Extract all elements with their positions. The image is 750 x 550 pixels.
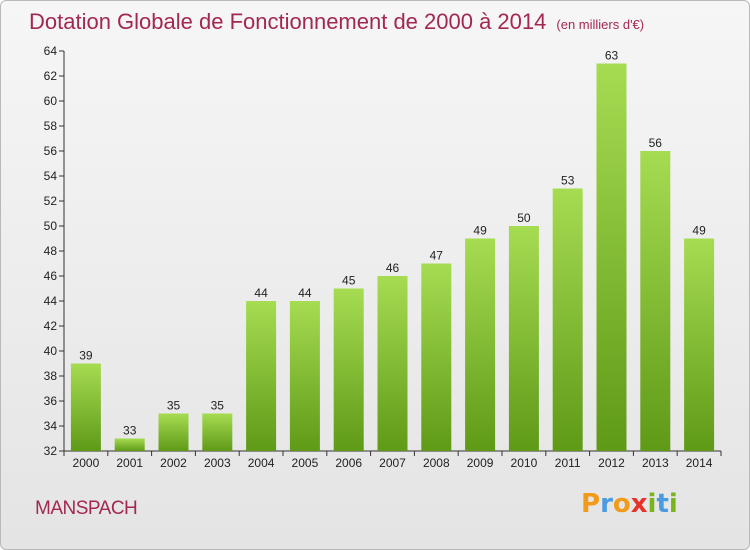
x-tick-label: 2013 xyxy=(642,456,669,470)
value-label: 35 xyxy=(211,399,225,413)
proxiti-logo[interactable]: Proxiti xyxy=(581,489,678,519)
y-tick: 58 xyxy=(44,119,64,133)
bar-2003 xyxy=(202,413,233,451)
value-label: 56 xyxy=(649,136,663,150)
bar-2001 xyxy=(114,438,145,451)
y-tick-label: 42 xyxy=(44,319,58,333)
y-tick: 50 xyxy=(44,219,64,233)
y-tick-label: 50 xyxy=(44,219,58,233)
y-tick: 40 xyxy=(44,344,64,358)
chart-title-text: Dotation Globale de Fonctionnement de 20… xyxy=(29,9,547,34)
y-tick: 46 xyxy=(44,269,64,283)
x-tick-label: 2012 xyxy=(598,456,625,470)
x-tick-label: 2009 xyxy=(467,456,494,470)
bar-2013 xyxy=(640,151,671,451)
y-tick-label: 62 xyxy=(44,69,58,83)
logo-letter: o xyxy=(612,489,631,519)
chart-title: Dotation Globale de Fonctionnement de 20… xyxy=(29,9,644,35)
x-tick-label: 2003 xyxy=(204,456,231,470)
chart-unit: (en milliers d'€) xyxy=(556,17,645,32)
y-tick-label: 46 xyxy=(44,269,58,283)
y-tick: 36 xyxy=(44,394,64,408)
bar-2005 xyxy=(289,301,320,451)
y-tick-label: 58 xyxy=(44,119,58,133)
x-tick-label: 2004 xyxy=(248,456,275,470)
x-tick-label: 2014 xyxy=(686,456,713,470)
value-label: 45 xyxy=(342,274,356,288)
bar-2008 xyxy=(421,263,452,451)
y-tick: 42 xyxy=(44,319,64,333)
y-tick-label: 38 xyxy=(44,369,58,383)
x-tick-label: 2002 xyxy=(160,456,187,470)
y-tick: 34 xyxy=(44,419,64,433)
y-tick: 56 xyxy=(44,144,64,158)
y-tick: 62 xyxy=(44,69,64,83)
bar-2012 xyxy=(596,63,627,451)
x-tick-label: 2008 xyxy=(423,456,450,470)
axes: 32 34 36 38 40 42 44 46 48 50 52 54 56 58 60 62 64 2000 20… xyxy=(44,44,722,470)
y-tick: 54 xyxy=(44,169,64,183)
bar-2009 xyxy=(465,238,496,451)
bar-2004 xyxy=(246,301,277,451)
x-tick-label: 2010 xyxy=(511,456,538,470)
x-tick-label: 2000 xyxy=(73,456,100,470)
value-label: 53 xyxy=(561,174,575,188)
y-tick: 48 xyxy=(44,244,64,258)
bar-2011 xyxy=(552,188,583,451)
bar-2006 xyxy=(333,288,364,451)
y-tick-label: 32 xyxy=(44,444,58,458)
y-tick-label: 52 xyxy=(44,194,58,208)
value-label: 63 xyxy=(605,49,619,63)
bar-2014 xyxy=(684,238,715,451)
bars xyxy=(70,63,715,451)
y-tick: 64 xyxy=(44,44,64,58)
y-tick: 38 xyxy=(44,369,64,383)
value-label: 35 xyxy=(167,399,181,413)
y-tick: 60 xyxy=(44,94,64,108)
y-tick-label: 34 xyxy=(44,419,58,433)
logo-letter: i xyxy=(647,489,657,519)
value-label: 44 xyxy=(254,286,268,300)
x-tick-label: 2001 xyxy=(116,456,143,470)
value-label: 50 xyxy=(517,211,531,225)
x-tick-label: 2006 xyxy=(335,456,362,470)
logo-letter: r xyxy=(600,489,613,519)
logo-letter: x xyxy=(630,489,648,519)
y-tick-label: 36 xyxy=(44,394,58,408)
value-label: 47 xyxy=(430,249,444,263)
logo-letter: P xyxy=(581,489,601,519)
y-tick-label: 48 xyxy=(44,244,58,258)
logo-letter: t xyxy=(656,489,669,519)
y-tick-label: 40 xyxy=(44,344,58,358)
y-tick: 44 xyxy=(44,294,64,308)
value-label: 49 xyxy=(473,224,487,238)
x-tick-label: 2011 xyxy=(555,456,581,470)
y-tick: 52 xyxy=(44,194,64,208)
x-tick-label: 2007 xyxy=(379,456,406,470)
y-tick: 32 xyxy=(44,444,64,458)
bar-2000 xyxy=(70,363,101,451)
bar-2010 xyxy=(508,226,539,451)
value-labels: 39 33 35 35 44 44 45 46 47 49 50 53 63 56 49 xyxy=(79,49,706,438)
y-tick-label: 54 xyxy=(44,169,58,183)
value-label: 46 xyxy=(386,261,400,275)
value-label: 49 xyxy=(692,224,706,238)
x-tick-label: 2005 xyxy=(292,456,319,470)
bar-2002 xyxy=(158,413,189,451)
y-tick-label: 56 xyxy=(44,144,58,158)
logo-letter: i xyxy=(668,489,678,519)
bar-2007 xyxy=(377,276,408,451)
y-tick-label: 60 xyxy=(44,94,58,108)
y-tick-label: 44 xyxy=(44,294,58,308)
value-label: 33 xyxy=(123,424,137,438)
value-label: 39 xyxy=(79,349,93,363)
y-tick-label: 64 xyxy=(44,44,58,58)
value-label: 44 xyxy=(298,286,312,300)
commune-name: MANSPACH xyxy=(35,498,138,519)
